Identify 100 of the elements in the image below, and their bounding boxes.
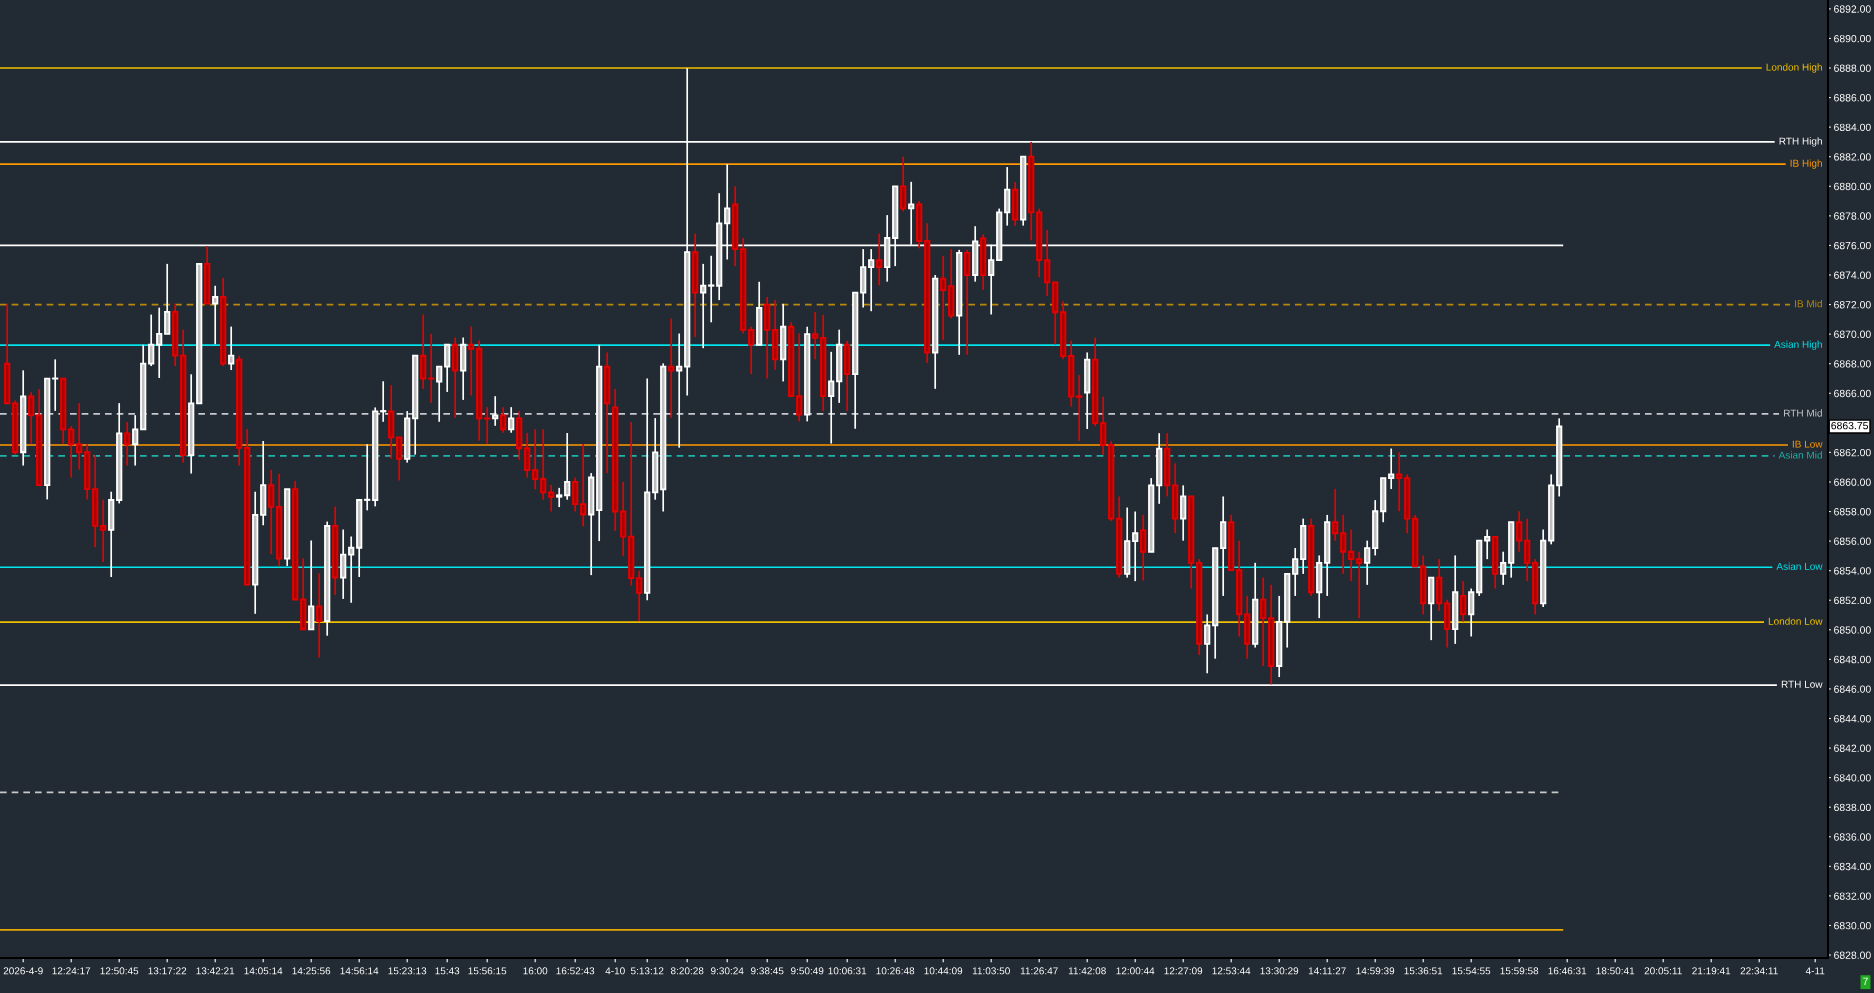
candlestick [1332, 488, 1339, 542]
candlestick [812, 311, 819, 361]
candlestick [68, 425, 75, 479]
candlestick [228, 325, 235, 371]
ref-line-label: Asian Low [1776, 562, 1823, 570]
candlestick [572, 476, 579, 513]
x-tick-label: 11:42:08 [1068, 967, 1106, 975]
x-tick-label: 12:27:09 [1164, 967, 1203, 975]
candlestick [1100, 395, 1107, 456]
candlestick [668, 317, 675, 419]
candlestick [508, 406, 515, 434]
candlestick [532, 428, 539, 491]
candlestick [828, 351, 835, 445]
candlestick [748, 325, 755, 375]
y-tick-label: 6876.00 [1834, 241, 1871, 250]
candlestick [1516, 510, 1523, 553]
x-tick-label: 13:42:21 [196, 967, 235, 975]
x-tick-label: 12:53:44 [1212, 967, 1251, 975]
candlestick [428, 332, 435, 404]
x-tick-label: 4-11 [1805, 967, 1825, 975]
x-tick-label: 21:19:41 [1692, 967, 1731, 975]
candlestick [468, 325, 475, 397]
candlestick [1356, 550, 1363, 619]
candlestick [580, 443, 587, 528]
candlestick [364, 443, 371, 512]
x-tick-label: 15:43 [435, 967, 460, 975]
x-tick-label: 16:46:31 [1548, 967, 1587, 975]
candlestick [796, 332, 803, 423]
y-tick-label: 6852.00 [1834, 596, 1871, 605]
y-tick-label: 6882.00 [1834, 153, 1871, 161]
candlestick [164, 263, 171, 335]
x-tick-label: 14:59:39 [1356, 967, 1395, 975]
x-tick-label: 15:23:13 [388, 967, 427, 975]
x-tick-label: 14:11:27 [1308, 967, 1346, 975]
candlestick [1524, 517, 1531, 582]
candlestick [1364, 539, 1371, 586]
candlestick [556, 487, 563, 508]
ref-line-label: IB Low [1792, 440, 1823, 448]
y-tick-label: 6888.00 [1834, 64, 1871, 72]
candlestick [436, 365, 443, 423]
x-tick-label: 8:20:28 [670, 967, 704, 975]
candlestick [156, 306, 163, 379]
x-tick-label: 15:59:58 [1500, 967, 1539, 975]
candlestick [1388, 447, 1395, 490]
y-tick-label: 6858.00 [1834, 508, 1871, 516]
candlestick [1076, 374, 1083, 442]
y-tick-label: 6836.00 [1834, 833, 1871, 841]
x-tick-label: 2026-4-9 [3, 967, 43, 975]
y-tick-label: 6850.00 [1834, 626, 1871, 634]
candlestick [148, 313, 155, 367]
candlestick [1484, 528, 1491, 560]
y-tick-label: 6828.00 [1834, 951, 1871, 959]
y-tick-label: 6892.00 [1834, 5, 1871, 13]
candlestick [900, 155, 907, 213]
x-tick-label: 12:00:44 [1116, 967, 1155, 975]
candlestick [564, 432, 571, 501]
candlestick [484, 406, 491, 445]
ref-line-label: RTH Low [1781, 680, 1823, 688]
candlestick [1140, 514, 1147, 582]
x-tick-label: 12:50:45 [100, 967, 139, 975]
x-tick-label: 10:26:48 [876, 967, 915, 975]
x-tick-label: 15:36:51 [1404, 967, 1443, 975]
candlestick [100, 498, 107, 563]
candlestick [1260, 576, 1267, 667]
y-tick-label: 6890.00 [1834, 34, 1871, 43]
y-tick-label: 6866.00 [1834, 389, 1871, 398]
candlestick [124, 421, 131, 467]
text: 6863.75 [1831, 421, 1868, 430]
y-tick-label: 6860.00 [1834, 478, 1871, 486]
x-tick-label: 5:13:12 [630, 967, 664, 975]
y-tick-label: 6842.00 [1834, 744, 1871, 752]
y-tick-label: 6840.00 [1834, 774, 1871, 782]
candlestick [700, 263, 707, 349]
y-tick-label: 6880.00 [1834, 182, 1871, 191]
y-tick-label: 6862.00 [1834, 448, 1871, 457]
y-tick-label: 6878.00 [1834, 212, 1871, 220]
y-tick-label: 6844.00 [1834, 715, 1871, 723]
candlestick [1340, 514, 1347, 575]
candlestick [492, 395, 499, 427]
candlestick [1044, 229, 1051, 297]
candlestick [348, 535, 355, 604]
x-tick-label: 10:06:31 [828, 967, 867, 975]
ref-line-label: IB Mid [1795, 299, 1822, 308]
candlestick [444, 343, 451, 393]
y-tick-label: 6870.00 [1834, 330, 1871, 338]
candlestick [676, 332, 683, 449]
x-tick-label: 16:52:43 [556, 967, 595, 975]
y-tick-label: 6830.00 [1834, 921, 1871, 930]
y-tick-label: 6884.00 [1834, 123, 1871, 132]
candlestick [28, 391, 35, 445]
x-tick-label: 11:26:47 [1020, 967, 1058, 975]
x-tick-label: 20:05:11 [1644, 967, 1682, 975]
y-tick-label: 6832.00 [1834, 892, 1871, 900]
candlestick [420, 313, 427, 390]
candlestick [132, 414, 139, 467]
x-tick-label: 4-10 [605, 967, 625, 975]
x-tick-label: 13:17:22 [148, 967, 187, 975]
candlestick [308, 539, 315, 631]
candlestick [964, 249, 971, 356]
y-tick-label: 6854.00 [1834, 567, 1871, 575]
